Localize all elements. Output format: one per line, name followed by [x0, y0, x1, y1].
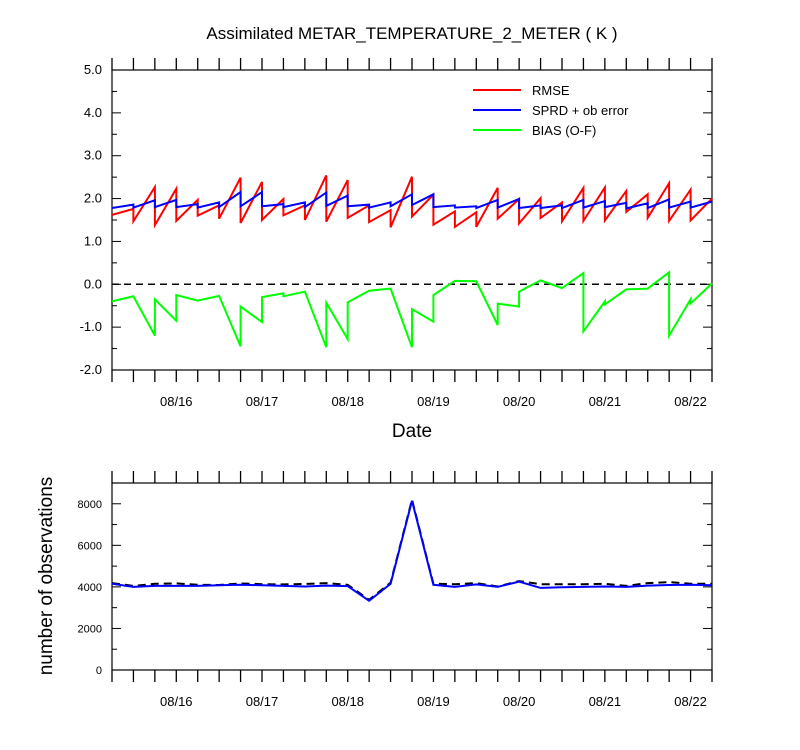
x-tick-label: 08/20: [503, 394, 536, 409]
x-tick-label: 08/17: [246, 694, 279, 709]
y-axis-label-observations: number of observations: [36, 477, 57, 676]
x-tick-label: 08/17: [246, 394, 279, 409]
legend: RMSE SPRD + ob error BIAS (O-F): [473, 83, 629, 138]
y-tick-label: 0.0: [84, 276, 102, 291]
series-line-assimilated: [111, 500, 713, 603]
y-tick-label: 3.0: [84, 148, 102, 163]
plot-frame: [111, 482, 713, 671]
legend-label: SPRD + ob error: [532, 103, 629, 118]
series-line-bias-o-f-: [111, 270, 713, 348]
legend-label: BIAS (O-F): [532, 123, 596, 138]
series-line-sprd-ob-error: [111, 190, 713, 210]
x-tick-label: 08/18: [331, 394, 364, 409]
x-tick-label: 08/19: [417, 394, 450, 409]
y-tick-label: -1.0: [80, 319, 102, 334]
y-tick-label: 8000: [78, 499, 102, 511]
y-tick-label: 4000: [78, 582, 102, 594]
x-tick-label: 08/16: [160, 394, 193, 409]
x-tick-label: 08/20: [503, 694, 536, 709]
panel-1: 8000 6000 4000 2000 0 08/16 08/17 08/18 08/19 08/…: [78, 471, 713, 709]
x-tick-label: 08/19: [417, 694, 450, 709]
x-tick-label: 08/22: [674, 694, 707, 709]
chart-title: Assimilated METAR_TEMPERATURE_2_METER ( …: [206, 24, 617, 43]
x-tick-label: 08/21: [589, 694, 622, 709]
series-line-possible: [111, 499, 712, 602]
x-tick-label: 08/16: [160, 694, 193, 709]
y-tick-label: 4.0: [84, 105, 102, 120]
y-tick-label: 5.0: [84, 62, 102, 77]
y-tick-label: 2.0: [84, 191, 102, 206]
y-tick-label: 2000: [78, 623, 102, 635]
y-tick-label: -2.0: [80, 362, 102, 377]
x-tick-label: 08/22: [674, 394, 707, 409]
legend-label: RMSE: [532, 83, 570, 98]
y-tick-label: 1.0: [84, 233, 102, 248]
x-axis-label: Date: [392, 421, 432, 442]
y-tick-label: 0: [96, 665, 102, 677]
x-tick-label: 08/18: [331, 694, 364, 709]
panel-0: 5.0 4.0 3.0 2.0 1.0 0.0 -1.0 -2.0 08/16 08/17 08/1…: [80, 58, 713, 409]
y-tick-label: 6000: [78, 540, 102, 552]
x-tick-label: 08/21: [589, 394, 622, 409]
